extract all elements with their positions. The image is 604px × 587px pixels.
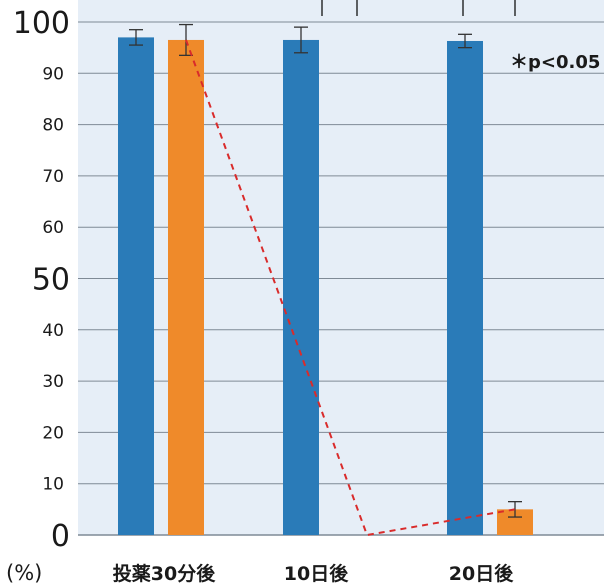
bars [118,37,533,536]
y-axis-ticks: 0 10 20 30 40 50 60 70 80 90 100 [13,6,70,554]
y-tick-label: 90 [42,64,64,84]
plot-background [78,0,604,535]
grid-lines [78,0,604,536]
y-tick-label: 50 [32,263,70,298]
y-tick-label: 60 [42,218,64,238]
bar-blue [283,39,319,535]
y-tick-label: 30 [42,372,64,392]
error-bar [508,501,522,518]
category-label: 20日後 [449,562,514,585]
category-label: 10日後 [284,562,349,585]
error-bars [129,23,522,518]
significance-annotation: ＊p<0.05 [510,52,600,73]
bar-orange [168,39,204,535]
y-tick-label: 0 [51,519,70,554]
bar-blue [118,37,154,535]
y-tick-label: 100 [13,6,70,41]
category-labels: 投薬30分後 10日後 20日後 [113,562,514,585]
y-tick-label: 20 [42,423,64,443]
y-tick-label: 40 [42,321,64,341]
y-unit-label: (%) [6,561,42,585]
trend-line [185,39,516,537]
category-label: 投薬30分後 [113,562,216,585]
bar-blue [447,40,483,536]
error-bar [294,26,308,54]
y-tick-label: 80 [42,116,64,136]
error-bar [129,29,143,46]
y-tick-label: 70 [42,167,64,187]
y-tick-label: 10 [42,475,64,495]
error-bar [458,33,472,49]
